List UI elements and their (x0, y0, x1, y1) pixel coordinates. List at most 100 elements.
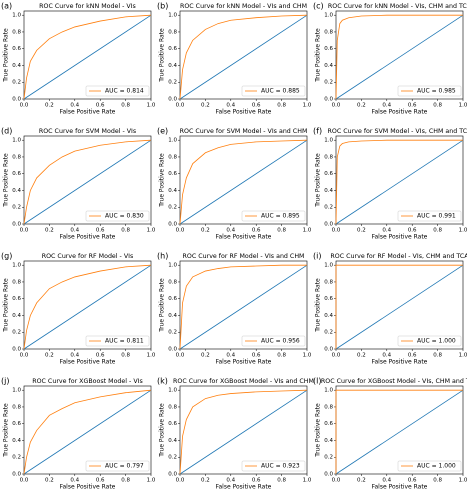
chance-line (179, 139, 308, 225)
legend-entry: AUC = 1.000 (417, 463, 456, 470)
roc-curve (335, 14, 463, 100)
x-tick-label: 0.0 (332, 103, 341, 109)
x-tick-label: 0.6 (96, 478, 105, 484)
y-tick-label: 0.2 (324, 455, 333, 461)
y-tick-label: 0.0 (168, 97, 177, 103)
x-tick-label: 0.0 (332, 353, 341, 359)
y-tick-label: 1.0 (12, 13, 21, 19)
y-tick-label: 0.8 (12, 279, 21, 285)
y-tick-label: 0.8 (12, 29, 21, 35)
x-tick-label: 0.6 (252, 228, 261, 234)
y-tick-label: 0.4 (324, 438, 333, 444)
y-tick-label: 0.6 (168, 46, 177, 52)
y-tick-label: 1.0 (168, 263, 177, 269)
x-axis-label: False Positive Rate (216, 234, 272, 241)
x-tick-label: 1.0 (303, 103, 312, 109)
x-tick-label: 1.0 (303, 478, 312, 484)
panel-label: (c) (313, 2, 324, 11)
y-tick-label: 0.6 (324, 171, 333, 177)
x-tick-label: 0.8 (121, 103, 130, 109)
legend-entry: AUC = 0.985 (417, 88, 456, 95)
y-axis-label: True Positive Rate (3, 278, 10, 333)
x-tick-label: 0.4 (70, 228, 79, 234)
y-tick-label: 1.0 (12, 263, 21, 269)
y-tick-label: 0.2 (324, 80, 333, 86)
x-axis-label: False Positive Rate (60, 359, 116, 366)
chart-title: ROC Curve for RF Model - VIs (42, 253, 134, 260)
x-tick-label: 1.0 (147, 103, 156, 109)
y-tick-label: 0.2 (324, 330, 333, 336)
y-tick-label: 0.8 (12, 404, 21, 410)
y-tick-label: 0.2 (12, 205, 21, 211)
x-tick-label: 0.4 (70, 478, 79, 484)
y-tick-label: 0.8 (324, 404, 333, 410)
chart-title: ROC Curve for kNN Model - VIs, CHM and T… (328, 3, 467, 10)
y-tick-label: 0.2 (168, 80, 177, 86)
panel-label: (f) (313, 127, 322, 136)
x-tick-label: 0.2 (201, 478, 210, 484)
y-tick-label: 1.0 (168, 13, 177, 19)
y-tick-label: 0.0 (168, 472, 177, 478)
legend-entry: AUC = 0.923 (261, 463, 300, 470)
x-tick-label: 0.6 (96, 228, 105, 234)
x-tick-label: 0.2 (357, 103, 366, 109)
panel-label: (d) (1, 127, 12, 136)
chance-line (335, 14, 464, 100)
x-tick-label: 0.6 (408, 103, 417, 109)
x-tick-label: 1.0 (459, 478, 467, 484)
x-tick-label: 0.0 (176, 103, 185, 109)
y-tick-label: 0.6 (12, 46, 21, 52)
chance-line (179, 264, 308, 350)
y-tick-label: 0.2 (168, 205, 177, 211)
y-tick-label: 0.6 (12, 296, 21, 302)
y-tick-label: 0.6 (168, 171, 177, 177)
x-tick-label: 0.0 (20, 353, 29, 359)
legend-box (85, 210, 150, 222)
y-tick-label: 0.4 (324, 63, 333, 69)
chance-line (179, 389, 308, 475)
x-tick-label: 0.6 (96, 103, 105, 109)
x-axis-label: False Positive Rate (372, 109, 428, 116)
x-tick-label: 0.8 (277, 478, 286, 484)
legend-entry: AUC = 0.814 (105, 88, 144, 95)
y-tick-label: 0.0 (168, 347, 177, 353)
x-tick-label: 0.0 (332, 478, 341, 484)
x-axis-label: False Positive Rate (60, 234, 116, 241)
y-axis-label: True Positive Rate (315, 28, 322, 83)
y-tick-label: 1.0 (168, 388, 177, 394)
x-tick-label: 1.0 (303, 228, 312, 234)
x-tick-label: 0.0 (176, 353, 185, 359)
y-tick-label: 0.4 (324, 188, 333, 194)
chart-title: ROC Curve for XGBoost Model - VIs, CHM a… (321, 378, 467, 385)
x-tick-label: 0.0 (20, 228, 29, 234)
legend-box (241, 210, 306, 222)
x-tick-label: 0.2 (357, 478, 366, 484)
x-tick-label: 0.4 (226, 228, 235, 234)
x-tick-label: 1.0 (147, 228, 156, 234)
x-tick-label: 0.6 (408, 228, 417, 234)
chart-title: ROC Curve for RF Model - VIs and CHM (182, 253, 304, 260)
chart-title: ROC Curve for SVM Model - VIs (39, 128, 136, 135)
y-tick-label: 0.8 (324, 279, 333, 285)
y-tick-label: 0.2 (12, 330, 21, 336)
chance-line (23, 389, 152, 475)
x-tick-label: 1.0 (459, 228, 467, 234)
plot-frame (179, 135, 308, 225)
y-tick-label: 0.6 (168, 421, 177, 427)
legend-entry: AUC = 0.811 (105, 338, 144, 345)
y-tick-label: 0.0 (12, 222, 21, 228)
y-tick-label: 0.8 (324, 29, 333, 35)
chance-line (179, 14, 308, 100)
chance-line (23, 264, 152, 350)
chance-line (335, 139, 464, 225)
y-axis-label: True Positive Rate (159, 153, 166, 208)
y-axis-label: True Positive Rate (315, 153, 322, 208)
roc-curve (179, 389, 308, 475)
legend-entry: AUC = 0.885 (261, 88, 300, 95)
chance-line (335, 264, 464, 350)
legend-entry: AUC = 0.797 (105, 463, 144, 470)
x-tick-label: 0.2 (357, 353, 366, 359)
y-tick-label: 0.8 (168, 154, 177, 160)
y-tick-label: 0.2 (324, 205, 333, 211)
